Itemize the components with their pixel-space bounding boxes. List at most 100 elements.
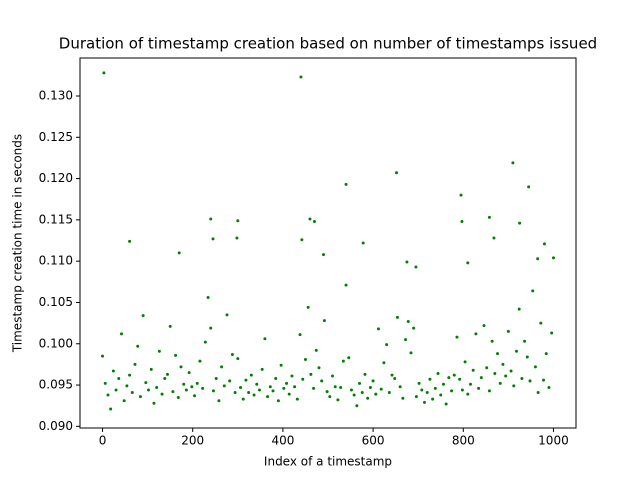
scatter-point bbox=[422, 400, 426, 404]
scatter-point bbox=[239, 386, 243, 390]
scatter-point bbox=[312, 220, 316, 224]
scatter-point bbox=[260, 367, 264, 371]
scatter-point bbox=[404, 338, 408, 342]
scatter-point bbox=[447, 376, 451, 380]
scatter-point bbox=[517, 307, 521, 311]
scatter-point bbox=[428, 377, 432, 381]
scatter-point bbox=[458, 377, 462, 381]
scatter-point bbox=[358, 381, 362, 385]
scatter-point bbox=[490, 339, 494, 343]
scatter-point bbox=[492, 236, 496, 240]
scatter-point bbox=[198, 359, 202, 363]
scatter-point bbox=[274, 376, 278, 380]
scatter-point bbox=[487, 389, 491, 393]
scatter-point bbox=[225, 313, 229, 317]
scatter-point bbox=[509, 369, 513, 373]
scatter-point bbox=[247, 390, 251, 394]
scatter-point bbox=[203, 340, 207, 344]
scatter-point bbox=[477, 386, 481, 390]
scatter-point bbox=[479, 376, 483, 380]
scatter-point bbox=[536, 390, 540, 394]
scatter-point bbox=[285, 381, 289, 385]
scatter-point bbox=[138, 395, 142, 399]
scatter-point bbox=[493, 371, 497, 375]
scatter-point bbox=[101, 354, 105, 358]
scatter-point bbox=[257, 388, 261, 392]
scatter-point bbox=[339, 386, 343, 390]
scatter-point bbox=[155, 386, 159, 390]
scatter-point bbox=[201, 386, 205, 390]
scatter-point bbox=[230, 352, 234, 356]
scatter-point bbox=[306, 305, 310, 309]
scatter-point bbox=[287, 392, 291, 396]
scatter-point bbox=[299, 75, 303, 79]
scatter-point bbox=[452, 373, 456, 377]
scatter-point bbox=[290, 374, 294, 378]
chart-title: Duration of timestamp creation based on … bbox=[59, 35, 597, 53]
scatter-point bbox=[550, 331, 554, 335]
scatter-point bbox=[466, 392, 470, 396]
scatter-point bbox=[374, 392, 378, 396]
scatter-point bbox=[441, 382, 445, 386]
scatter-point bbox=[160, 392, 164, 396]
scatter-point bbox=[409, 351, 413, 355]
scatter-point bbox=[444, 402, 448, 406]
scatter-point bbox=[111, 369, 115, 373]
scatter-point bbox=[498, 381, 502, 385]
scatter-point bbox=[506, 329, 510, 333]
scatter-point bbox=[279, 363, 283, 367]
scatter-point bbox=[117, 376, 121, 380]
scatter-point bbox=[436, 371, 440, 375]
scatter-point bbox=[222, 384, 226, 388]
scatter-point bbox=[268, 385, 272, 389]
scatter-point bbox=[333, 385, 337, 389]
scatter-point bbox=[366, 396, 370, 400]
scatter-point bbox=[347, 356, 351, 360]
scatter-point bbox=[459, 193, 463, 197]
scatter-point bbox=[463, 360, 467, 364]
scatter-point bbox=[417, 381, 421, 385]
x-tick-label: 200 bbox=[181, 434, 204, 448]
scatter-point bbox=[136, 344, 140, 348]
y-tick-label: 0.095 bbox=[39, 378, 73, 392]
scatter-point bbox=[385, 343, 389, 347]
scatter-point bbox=[276, 399, 280, 403]
scatter-point bbox=[466, 261, 470, 265]
scatter-point bbox=[344, 283, 348, 287]
scatter-point bbox=[300, 238, 304, 242]
scatter-point bbox=[295, 397, 299, 401]
x-tick-label: 0 bbox=[99, 434, 107, 448]
scatter-point bbox=[371, 379, 375, 383]
scatter-point bbox=[171, 390, 175, 394]
scatter-point bbox=[390, 373, 394, 377]
scatter-point bbox=[420, 388, 424, 392]
scatter-point bbox=[282, 386, 286, 390]
scatter-point bbox=[412, 326, 416, 330]
scatter-point bbox=[485, 366, 489, 370]
scatter-point bbox=[125, 384, 129, 388]
scatter-point bbox=[405, 260, 409, 264]
scatter-point bbox=[149, 367, 153, 371]
scatter-point bbox=[187, 371, 191, 375]
scatter-point bbox=[523, 339, 527, 343]
scatter-point bbox=[393, 376, 397, 380]
scatter-point bbox=[128, 373, 132, 377]
scatter-point bbox=[528, 379, 532, 383]
y-tick-label: 0.090 bbox=[39, 419, 73, 433]
scatter-point bbox=[182, 382, 186, 386]
scatter-point bbox=[542, 378, 546, 382]
scatter-point bbox=[147, 388, 151, 392]
scatter-point bbox=[533, 365, 537, 369]
scatter-point bbox=[433, 386, 437, 390]
scatter-point bbox=[520, 376, 524, 380]
scatter-point bbox=[482, 324, 486, 328]
scatter-point bbox=[106, 393, 110, 397]
scatter-point bbox=[544, 352, 548, 356]
scatter-point bbox=[547, 386, 551, 390]
scatter-point bbox=[387, 390, 391, 394]
y-tick-label: 0.105 bbox=[39, 295, 73, 309]
scatter-point bbox=[119, 332, 123, 336]
scatter-point bbox=[241, 397, 245, 401]
scatter-point bbox=[536, 257, 540, 261]
